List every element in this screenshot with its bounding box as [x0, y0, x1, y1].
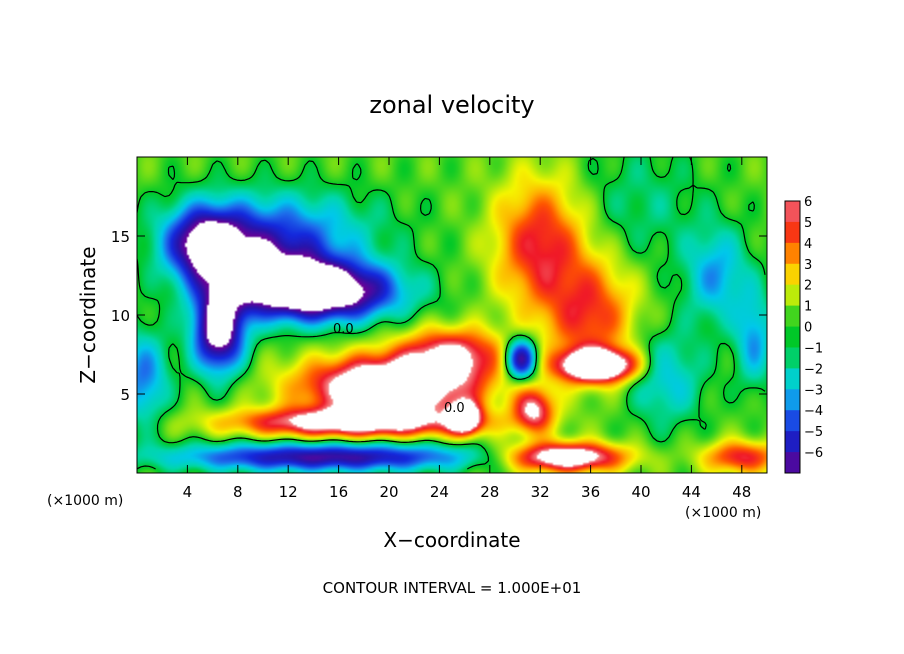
colorbar-tick-label: −1	[804, 341, 823, 356]
colorbar-labels: 6 5 4 3 2 1 0 −1 −2 −3 −4 −5 −6	[804, 195, 823, 461]
colorbar-tick-label: 6	[804, 195, 812, 210]
colorbar-tick-label: 0	[804, 321, 812, 336]
colorbar-segment	[785, 347, 800, 369]
colorbar-tick-label: −3	[804, 383, 823, 398]
colorbar-segment	[785, 452, 800, 474]
x-tick-label: 12	[279, 483, 298, 501]
x-tick-label: 44	[682, 483, 701, 501]
colorbar	[784, 200, 801, 474]
colorbar-segment	[785, 284, 800, 307]
x-tick-label: 4	[183, 483, 193, 501]
colorbar-tick-label: 2	[804, 279, 812, 294]
y-tick-label: 5	[120, 386, 130, 404]
colorbar-tick-label: 1	[804, 300, 812, 315]
x-unit-label-left: (×1000 m)	[47, 493, 123, 509]
contour-label-zero: 0.0	[333, 322, 354, 337]
colorbar-segment	[785, 326, 800, 348]
x-tick-label: 32	[531, 483, 550, 501]
contour-interval-note: CONTOUR INTERVAL = 1.000E+01	[323, 579, 582, 597]
y-tick-label: 15	[111, 228, 130, 246]
contour-lines	[137, 157, 766, 470]
colorbar-tick-label: 4	[804, 237, 812, 252]
x-tick-label: 36	[581, 483, 600, 501]
x-tick-label: 28	[480, 483, 499, 501]
colorbar-tick-label: −5	[804, 425, 823, 440]
x-tick-label: 20	[379, 483, 398, 501]
colorbar-tick-label: −2	[804, 362, 823, 377]
x-axis-label: X−coordinate	[383, 528, 520, 552]
colorbar-segment	[785, 431, 800, 453]
colorbar-segment	[785, 410, 800, 432]
contour-zero-line	[137, 157, 766, 470]
colorbar-segment	[785, 221, 800, 244]
x-axis-ticks: 4 8 12 16 20 24 28 32 36 40 44 48	[183, 157, 751, 501]
colorbar-tick-label: 3	[804, 258, 812, 273]
colorbar-tick-label: 5	[804, 216, 812, 231]
chart-title: zonal velocity	[369, 91, 534, 119]
x-unit-label-right: (×1000 m)	[685, 505, 761, 521]
colorbar-tick-label: −4	[804, 404, 823, 419]
y-axis-ticks: 5 10 15	[111, 228, 767, 404]
x-tick-label: 48	[732, 483, 751, 501]
x-tick-label: 16	[329, 483, 348, 501]
colorbar-segment	[785, 242, 800, 265]
contour-label-zero-lower: 0.0	[444, 401, 465, 416]
colorbar-tick-label: −6	[804, 446, 823, 461]
colorbar-segment	[785, 263, 800, 286]
velocity-field	[137, 157, 767, 473]
x-tick-label: 40	[631, 483, 650, 501]
colorbar-segment	[785, 201, 800, 223]
y-axis-label: Z−coordinate	[76, 246, 100, 383]
colorbar-segment	[785, 368, 800, 390]
y-tick-label: 10	[111, 307, 130, 325]
colorbar-frame	[784, 200, 801, 474]
x-tick-label: 8	[233, 483, 243, 501]
colorbar-segment	[785, 305, 800, 327]
x-tick-label: 24	[430, 483, 449, 501]
colorbar-segment	[785, 389, 800, 411]
